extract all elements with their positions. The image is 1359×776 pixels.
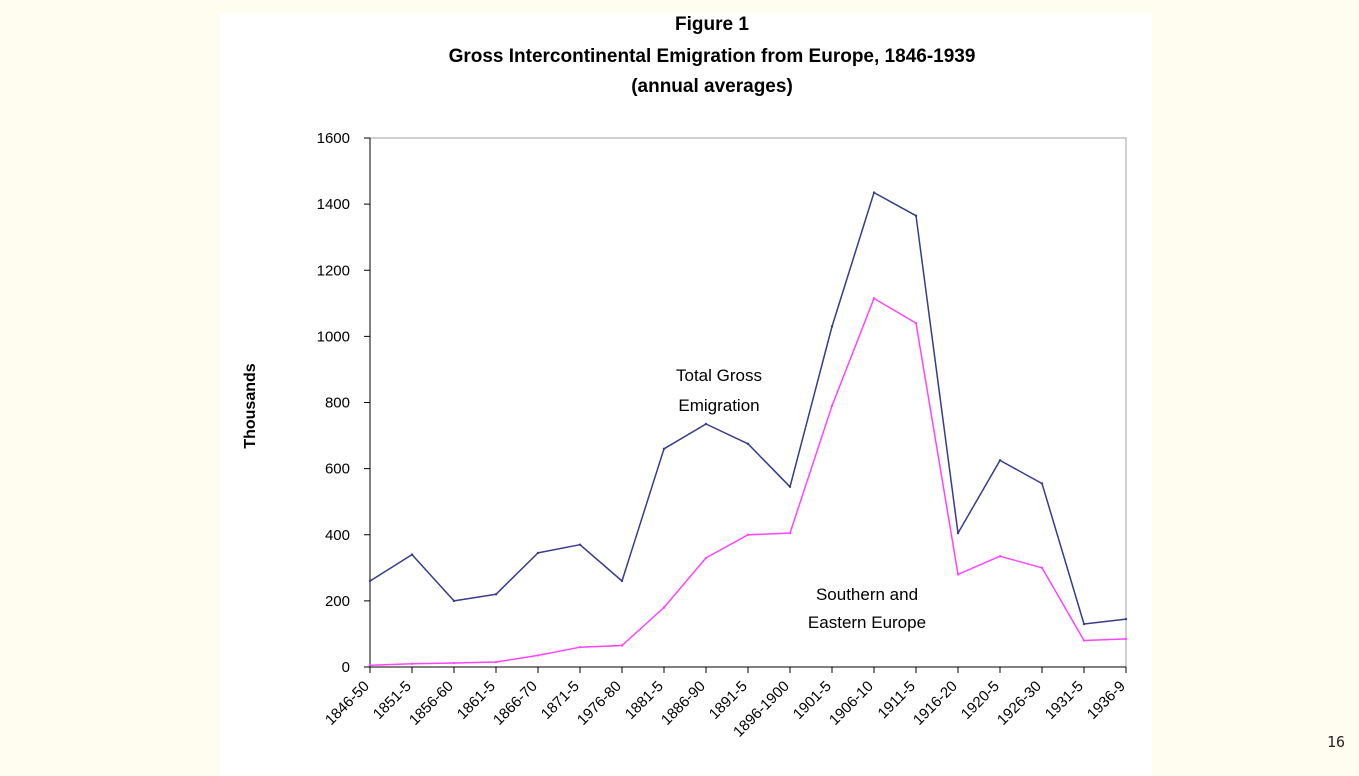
page-number: 16: [1326, 733, 1345, 751]
chart-title: Figure 1: [675, 14, 749, 35]
y-tick-label: 1200: [317, 262, 350, 279]
x-tick-label: 1926-30: [994, 678, 1045, 729]
y-tick-label: 1600: [317, 130, 350, 147]
data-point-southern-and-eastern-europe: [536, 654, 540, 657]
data-point-southern-and-eastern-europe: [368, 664, 372, 667]
annotation-south-line2: Eastern Europe: [808, 613, 926, 632]
data-point-southern-and-eastern-europe: [956, 573, 960, 576]
x-tick-label: 1906-10: [826, 678, 877, 729]
x-tick-label: 1846-50: [322, 678, 373, 729]
data-point-southern-and-eastern-europe: [998, 555, 1002, 558]
x-tick-label: 1936-9: [1084, 678, 1129, 723]
figure-panel: Figure 1 Gross Intercontinental Emigrati…: [220, 14, 1152, 776]
data-point-southern-and-eastern-europe: [872, 297, 876, 300]
y-tick-label: 0: [342, 659, 350, 676]
data-point-southern-and-eastern-europe: [830, 404, 834, 408]
data-point-southern-and-eastern-europe: [578, 645, 582, 649]
annotation-south-line1: Southern and: [816, 585, 918, 604]
data-point-southern-and-eastern-europe: [704, 556, 708, 560]
data-point-total-gross-emigration: [788, 485, 792, 489]
emigration-line-chart: Figure 1 Gross Intercontinental Emigrati…: [242, 14, 1129, 741]
data-point-total-gross-emigration: [956, 531, 960, 535]
data-point-total-gross-emigration: [998, 459, 1002, 462]
data-point-total-gross-emigration: [704, 422, 708, 426]
x-tick-label: 1916-20: [910, 678, 961, 729]
data-point-total-gross-emigration: [368, 579, 372, 583]
x-tick-label: 1886-90: [658, 678, 709, 729]
data-point-total-gross-emigration: [872, 191, 876, 194]
y-axis-label: Thousands: [242, 363, 259, 448]
y-tick-label: 1400: [317, 196, 350, 213]
data-point-southern-and-eastern-europe: [662, 606, 666, 609]
annotation-total-line2: Emigration: [678, 396, 759, 415]
x-tick-label: 1931-5: [1042, 678, 1087, 723]
data-point-southern-and-eastern-europe: [452, 661, 456, 665]
series-lines: [368, 191, 1128, 667]
x-tick-label: 1856-60: [406, 678, 457, 729]
data-point-total-gross-emigration: [914, 214, 918, 217]
data-point-total-gross-emigration: [536, 551, 540, 555]
series-line-southern-and-eastern-europe: [369, 297, 1127, 667]
y-tick-label: 200: [325, 593, 350, 610]
data-point-total-gross-emigration: [410, 553, 414, 556]
x-tick-label: 1866-70: [490, 678, 541, 729]
y-tick-label: 600: [325, 461, 350, 478]
data-point-total-gross-emigration: [620, 579, 624, 583]
data-point-total-gross-emigration: [830, 325, 834, 328]
x-tick-label: 1976-80: [574, 678, 625, 729]
data-point-southern-and-eastern-europe: [1040, 566, 1044, 570]
data-point-total-gross-emigration: [1040, 482, 1044, 485]
y-tick-label: 800: [325, 395, 350, 412]
data-point-total-gross-emigration: [1082, 622, 1086, 626]
chart-subtitle: Gross Intercontinental Emigration from E…: [449, 46, 976, 67]
data-point-total-gross-emigration: [452, 599, 456, 603]
data-point-southern-and-eastern-europe: [788, 531, 792, 535]
data-point-total-gross-emigration: [746, 442, 750, 446]
data-point-total-gross-emigration: [1124, 617, 1128, 621]
data-point-southern-and-eastern-europe: [494, 660, 498, 664]
y-tick-label: 1000: [317, 328, 350, 345]
data-point-southern-and-eastern-europe: [620, 644, 624, 647]
data-point-southern-and-eastern-europe: [1082, 639, 1086, 642]
data-point-southern-and-eastern-europe: [1124, 637, 1128, 641]
y-tick-label: 400: [325, 527, 350, 544]
x-axis: 1846-501851-51856-601861-51866-701871-51…: [322, 666, 1129, 741]
y-axis: 0 200 400 600 800 1000 1200 1400 1600: [317, 130, 371, 676]
data-point-total-gross-emigration: [494, 593, 498, 596]
data-point-southern-and-eastern-europe: [914, 321, 918, 325]
chart-subtitle-2: (annual averages): [631, 76, 793, 97]
annotation-total-line1: Total Gross: [676, 366, 762, 385]
data-point-southern-and-eastern-europe: [410, 662, 414, 665]
data-point-southern-and-eastern-europe: [746, 533, 750, 536]
data-point-total-gross-emigration: [578, 543, 582, 546]
data-point-total-gross-emigration: [662, 447, 666, 450]
